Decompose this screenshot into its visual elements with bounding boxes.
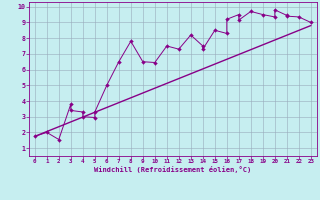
X-axis label: Windchill (Refroidissement éolien,°C): Windchill (Refroidissement éolien,°C) bbox=[94, 166, 252, 173]
